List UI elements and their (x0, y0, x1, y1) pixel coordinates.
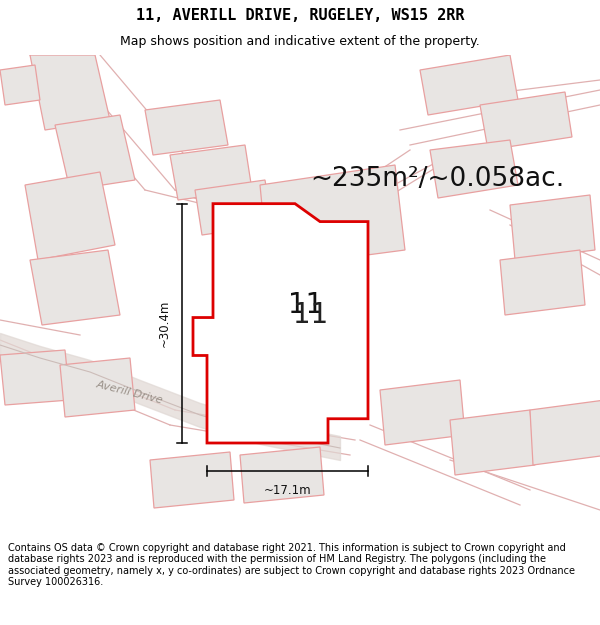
Polygon shape (150, 452, 234, 508)
Polygon shape (510, 195, 595, 260)
Polygon shape (170, 145, 252, 200)
Polygon shape (0, 65, 40, 105)
Polygon shape (145, 100, 228, 155)
Polygon shape (450, 410, 535, 475)
Polygon shape (480, 92, 572, 150)
Polygon shape (60, 358, 135, 417)
Polygon shape (193, 204, 368, 443)
Text: 11: 11 (293, 301, 328, 329)
Text: Averill Drive: Averill Drive (95, 379, 164, 405)
Polygon shape (530, 400, 600, 465)
Text: ~30.4m: ~30.4m (157, 299, 170, 347)
Polygon shape (55, 115, 135, 190)
Polygon shape (0, 350, 70, 405)
Polygon shape (240, 447, 324, 503)
Text: 11, AVERILL DRIVE, RUGELEY, WS15 2RR: 11, AVERILL DRIVE, RUGELEY, WS15 2RR (136, 8, 464, 23)
Polygon shape (420, 55, 518, 115)
Text: 11: 11 (288, 291, 323, 319)
Polygon shape (30, 55, 110, 130)
Text: Contains OS data © Crown copyright and database right 2021. This information is : Contains OS data © Crown copyright and d… (8, 542, 575, 588)
Text: ~235m²/~0.058ac.: ~235m²/~0.058ac. (310, 166, 564, 192)
Polygon shape (25, 172, 115, 260)
Polygon shape (500, 250, 585, 315)
Polygon shape (380, 380, 465, 445)
Text: ~17.1m: ~17.1m (263, 484, 311, 497)
Polygon shape (30, 250, 120, 325)
Text: Map shows position and indicative extent of the property.: Map shows position and indicative extent… (120, 35, 480, 48)
Polygon shape (260, 165, 405, 268)
Polygon shape (430, 140, 518, 198)
Polygon shape (195, 180, 272, 235)
